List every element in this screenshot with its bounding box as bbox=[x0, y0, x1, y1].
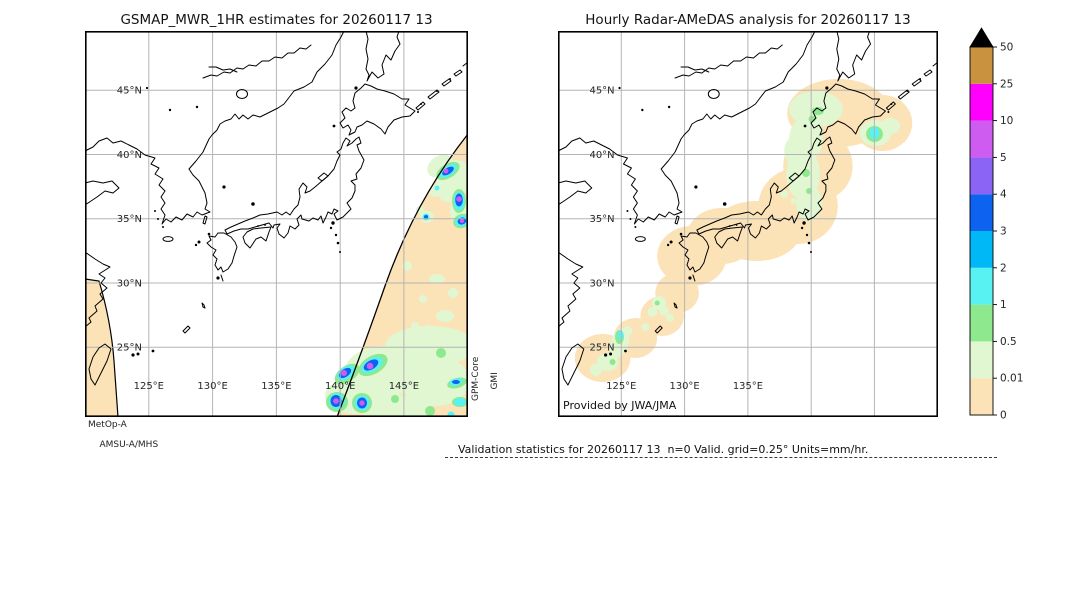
colorbar-label: 4 bbox=[1000, 189, 1007, 201]
gpm-swath-edge bbox=[336, 133, 468, 417]
radar-amedas-map-panel: 45°N 40°N 35°N 30°N 25°N 125°E 130°E 135… bbox=[558, 31, 938, 417]
metop-line1: MetOp-A bbox=[88, 420, 127, 430]
colorbar-label: 10 bbox=[1000, 115, 1013, 127]
lat-tick-label: 25°N bbox=[117, 343, 142, 354]
colorbar-segment bbox=[970, 83, 993, 121]
gsmap-map-panel: 45°N 40°N 35°N 30°N 25°N 125°E 130°E 135… bbox=[85, 31, 468, 417]
colorbar-label: 2 bbox=[1000, 262, 1007, 274]
colorbar-label: 0.5 bbox=[1000, 336, 1017, 348]
colorbar-ticks bbox=[993, 46, 997, 416]
lat-tick-label: 45°N bbox=[590, 85, 615, 96]
lat-tick-label: 45°N bbox=[117, 86, 142, 97]
lon-tick-label: 140°E bbox=[325, 381, 355, 392]
colorbar: 0 0.01 0.5 1 2 3 4 5 10 25 50 bbox=[969, 27, 1023, 422]
lat-tick-label: 40°N bbox=[117, 150, 142, 161]
colorbar-label: 3 bbox=[1000, 226, 1007, 238]
colorbar-labels: 0 0.01 0.5 1 2 3 4 5 10 25 50 bbox=[1000, 42, 1023, 422]
colorbar-segment bbox=[970, 194, 993, 231]
lat-tick-label: 30°N bbox=[117, 278, 142, 289]
gpm-sensor-label: GPM-Core GMI bbox=[471, 356, 501, 401]
left-panel-tick-labels: 45°N 40°N 35°N 30°N 25°N 125°E 130°E 135… bbox=[117, 86, 419, 393]
colorbar-segment bbox=[970, 120, 993, 158]
colorbar-label: 1 bbox=[1000, 299, 1007, 311]
lon-tick-label: 145°E bbox=[389, 381, 419, 392]
colorbar-segment bbox=[970, 157, 993, 195]
colorbar-segment bbox=[970, 267, 993, 305]
colorbar-segment bbox=[970, 47, 993, 84]
lon-tick-label: 135°E bbox=[733, 381, 763, 392]
panel-border bbox=[85, 31, 468, 417]
validation-statistics-text: Validation statistics for 20260117 13 n=… bbox=[458, 443, 869, 456]
lat-tick-label: 35°N bbox=[590, 214, 615, 225]
gpm-line1: GPM-Core bbox=[471, 356, 481, 401]
footer-dashed-rule bbox=[445, 457, 997, 458]
lon-tick-label: 130°E bbox=[670, 381, 700, 392]
panel-border bbox=[558, 31, 938, 417]
rain-5-10 bbox=[333, 168, 465, 406]
colorbar-segment bbox=[970, 341, 993, 379]
colorbar-segments bbox=[970, 47, 993, 415]
colorbar-label: 5 bbox=[1000, 152, 1007, 164]
colorbar-segment bbox=[970, 378, 993, 415]
metop-sensor-label: MetOp-A AMSU-A/MHS bbox=[88, 420, 158, 450]
colorbar-label: 25 bbox=[1000, 78, 1013, 90]
gpm-line2: GMI bbox=[490, 372, 500, 390]
colorbar-segment bbox=[970, 304, 993, 342]
metop-line2: AMSU-A/MHS bbox=[99, 440, 159, 450]
colorbar-label: 50 bbox=[1000, 42, 1013, 54]
colorbar-label: 0 bbox=[1000, 410, 1007, 422]
colorbar-over-arrow bbox=[969, 27, 994, 48]
right-panel-title: Hourly Radar-AMeDAS analysis for 2026011… bbox=[585, 12, 911, 28]
lon-tick-label: 125°E bbox=[134, 381, 164, 392]
colorbar-label: 0.01 bbox=[1000, 373, 1023, 385]
metop-swath-edge bbox=[85, 278, 119, 417]
lat-tick-label: 25°N bbox=[590, 343, 615, 354]
lat-tick-label: 30°N bbox=[590, 278, 615, 289]
lat-tick-label: 35°N bbox=[117, 214, 142, 225]
lon-tick-label: 130°E bbox=[197, 381, 227, 392]
lon-tick-label: 135°E bbox=[261, 381, 291, 392]
radar-credit-label: Provided by JWA/JMA bbox=[563, 399, 677, 412]
left-panel-title: GSMAP_MWR_1HR estimates for 20260117 13 bbox=[120, 12, 433, 28]
right-panel-tick-labels: 45°N 40°N 35°N 30°N 25°N 125°E 130°E 135… bbox=[590, 85, 763, 392]
colorbar-segment bbox=[970, 231, 993, 268]
lat-tick-label: 40°N bbox=[590, 150, 615, 161]
lon-tick-label: 125°E bbox=[606, 381, 636, 392]
